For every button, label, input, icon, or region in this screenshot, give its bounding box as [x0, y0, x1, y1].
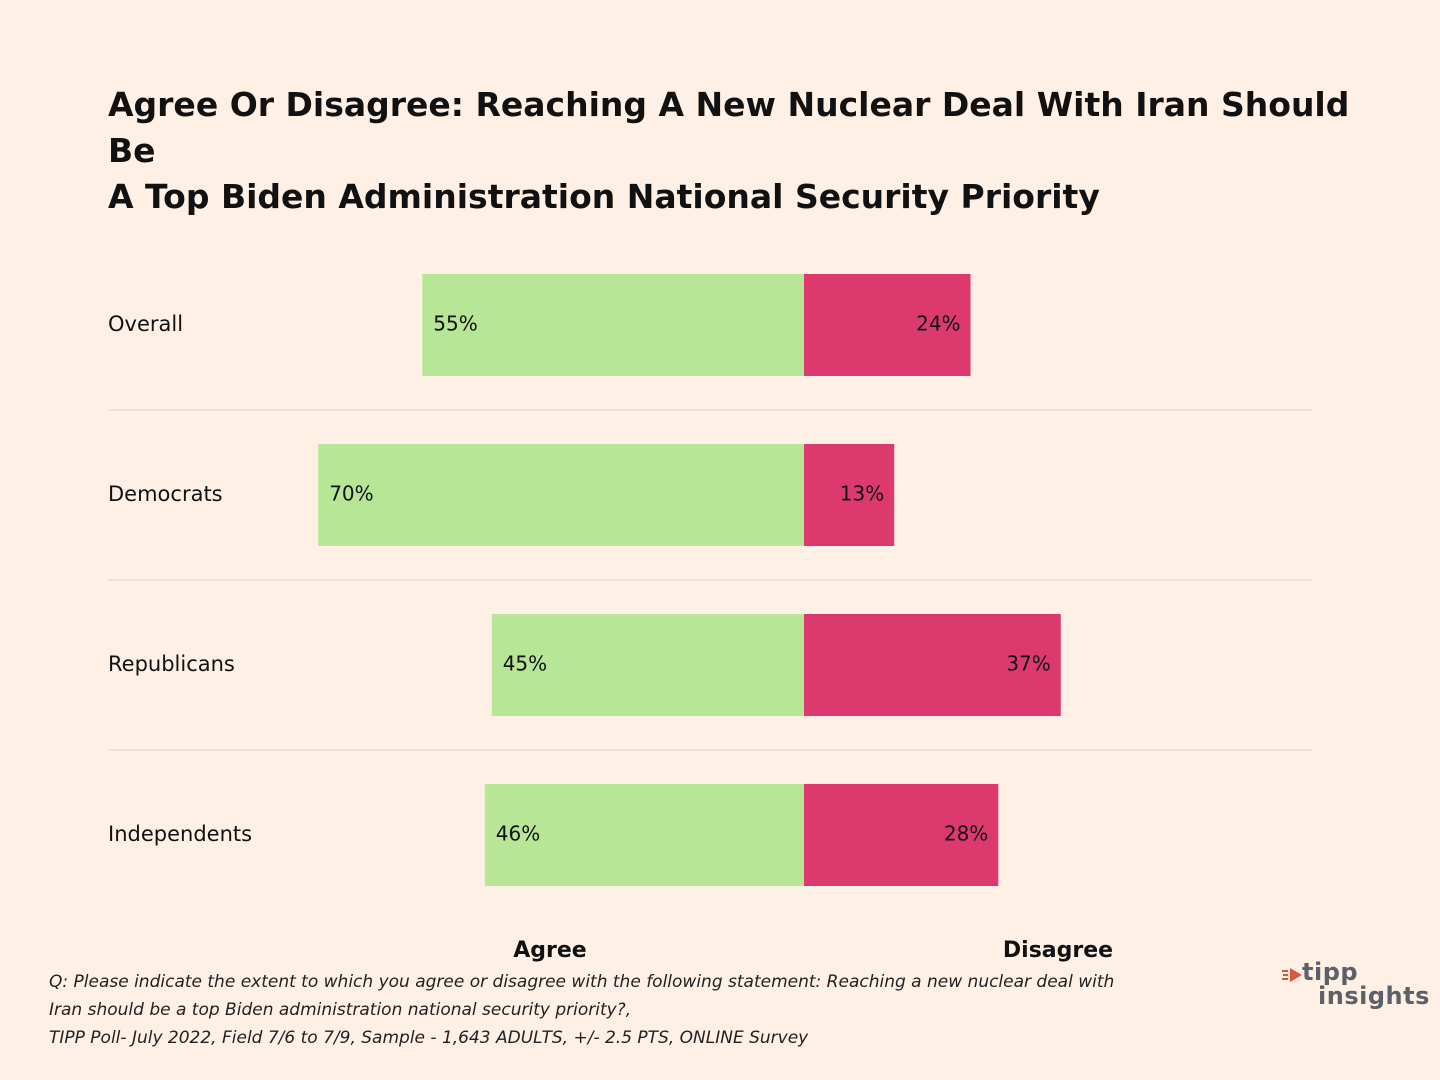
disagree-value-label-overall: 24% [916, 312, 960, 336]
category-label-democrats: Democrats [108, 482, 223, 506]
agree-value-label-democrats: 70% [329, 482, 373, 506]
agree-value-label-overall: 55% [433, 312, 477, 336]
disagree-value-label-independents: 28% [944, 822, 988, 846]
category-label-overall: Overall [108, 312, 183, 336]
footnote-line-2: Iran should be a top Biden administratio… [49, 1000, 632, 1020]
footnote-line-1: Q: Please indicate the extent to which y… [49, 972, 1115, 992]
disagree-bar-independents [804, 784, 999, 886]
footnote: Q: Please indicate the extent to which y… [49, 968, 1169, 1052]
chart-title-line-1: Agree Or Disagree: Reaching A New Nuclea… [108, 85, 1350, 170]
disagree-value-label-democrats: 13% [840, 482, 884, 506]
agree-bar-democrats [318, 444, 804, 546]
disagree-bar-democrats [804, 444, 895, 546]
axis-label-agree: Agree [513, 938, 586, 963]
chart-title-line-2: A Top Biden Administration National Secu… [108, 177, 1100, 216]
logo-arrow-icon [1282, 968, 1302, 982]
agree-bar-overall [422, 274, 804, 376]
logo-text-tipp: tipp [1302, 958, 1359, 986]
agree-value-label-republicans: 45% [503, 652, 547, 676]
category-label-independents: Independents [108, 822, 252, 846]
chart-title: Agree Or Disagree: Reaching A New Nuclea… [108, 82, 1368, 220]
category-label-republicans: Republicans [108, 652, 235, 676]
agree-value-label-independents: 46% [496, 822, 540, 846]
tipp-insights-logo: tipp insights [1282, 960, 1432, 1018]
agree-bar-independents [484, 784, 804, 886]
axis-label-disagree: Disagree [1003, 938, 1113, 963]
logo-text-insights: insights [1318, 982, 1430, 1010]
disagree-bar-republicans [804, 614, 1061, 716]
disagree-bar-overall [804, 274, 971, 376]
footnote-line-3: TIPP Poll- July 2022, Field 7/6 to 7/9, … [49, 1028, 809, 1048]
disagree-value-label-republicans: 37% [1006, 652, 1050, 676]
agree-bar-republicans [491, 614, 804, 716]
